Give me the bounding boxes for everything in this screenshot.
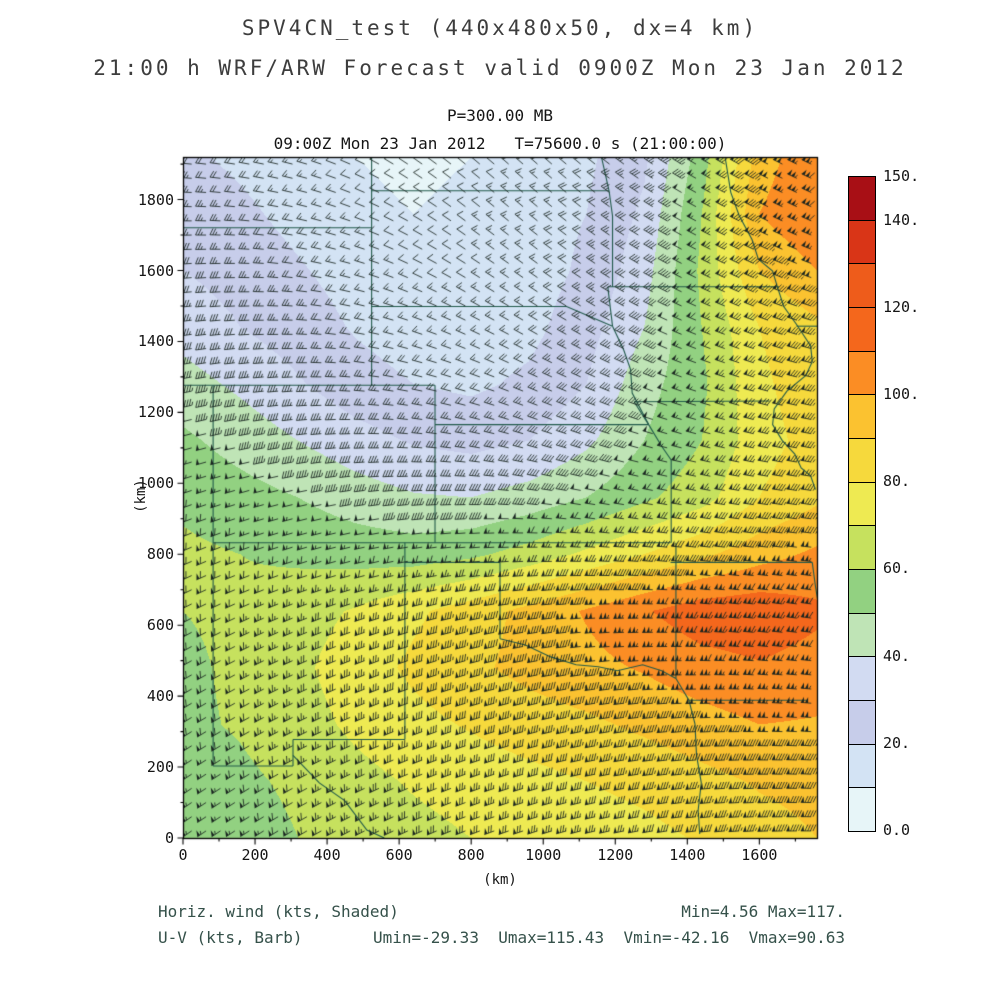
x-tick-label: 1600 (741, 846, 778, 864)
colorbar (848, 176, 876, 832)
colorbar-label: 80. (883, 472, 911, 491)
colorbar-label: 150. (883, 167, 920, 185)
figure-title: SPV4CN_test (440x480x50, dx=4 km) (241, 16, 759, 40)
minmax-footnote: Min=4.56 Max=117. (681, 902, 845, 921)
colorbar-segment (849, 350, 875, 395)
colorbar-segment (849, 743, 875, 788)
colorbar-segment (849, 525, 875, 570)
x-tick-label: 1200 (597, 846, 634, 864)
colorbar-segment (849, 612, 875, 657)
y-tick-label: 200 (146, 758, 174, 777)
colorbar-segment (849, 656, 875, 701)
y-tick-label: 1800 (137, 190, 174, 209)
x-tick-label: 200 (241, 846, 269, 864)
y-tick-label: 400 (146, 687, 174, 706)
y-tick-label: 0 (164, 829, 174, 847)
colorbar-segment (849, 394, 875, 439)
colorbar-segment (849, 263, 875, 308)
y-tick-label: 800 (146, 545, 174, 564)
colorbar-segment (849, 787, 875, 832)
uv-minmax-footnote: Umin=-29.33 Umax=115.43 Vmin=-42.16 Vmax… (372, 928, 845, 947)
colorbar-label: 0.0 (883, 821, 911, 839)
y-tick-label: 1400 (137, 332, 174, 351)
y-tick-label: 1200 (137, 403, 174, 422)
y-tick-label: 600 (146, 616, 174, 635)
barb-field-footnote: U-V (kts, Barb) (158, 928, 303, 947)
colorbar-segment (849, 438, 875, 482)
colorbar-segment (849, 307, 875, 351)
colorbar-label: 140. (883, 210, 920, 229)
colorbar-segment (849, 481, 875, 526)
colorbar-segment (849, 569, 875, 613)
x-tick-label: 1400 (669, 846, 706, 864)
y-tick-label: 1000 (137, 474, 174, 493)
x-tick-label: 400 (313, 846, 341, 864)
colorbar-label: 20. (883, 733, 911, 752)
colorbar-label: 120. (883, 297, 920, 316)
colorbar-segment (849, 700, 875, 744)
y-tick-label: 1600 (137, 261, 174, 280)
x-tick-label: 1000 (525, 846, 562, 864)
figure-subtitle: 21:00 h WRF/ARW Forecast valid 0900Z Mon… (93, 56, 907, 80)
colorbar-label: 60. (883, 559, 911, 578)
shaded-field-footnote: Horiz. wind (kts, Shaded) (158, 902, 399, 921)
pressure-level-label: P=300.00 MB (447, 106, 553, 125)
colorbar-segment (849, 177, 875, 220)
colorbar-segment (849, 219, 875, 264)
x-axis-unit-label: (km) (483, 872, 517, 888)
x-tick-label: 600 (385, 846, 413, 864)
colorbar-label: 100. (883, 385, 920, 403)
x-tick-label: 0 (178, 846, 188, 864)
valid-time-label: 09:00Z Mon 23 Jan 2012 T=75600.0 s (21:0… (273, 134, 727, 153)
x-tick-label: 800 (457, 846, 485, 864)
colorbar-label: 40. (883, 646, 911, 665)
